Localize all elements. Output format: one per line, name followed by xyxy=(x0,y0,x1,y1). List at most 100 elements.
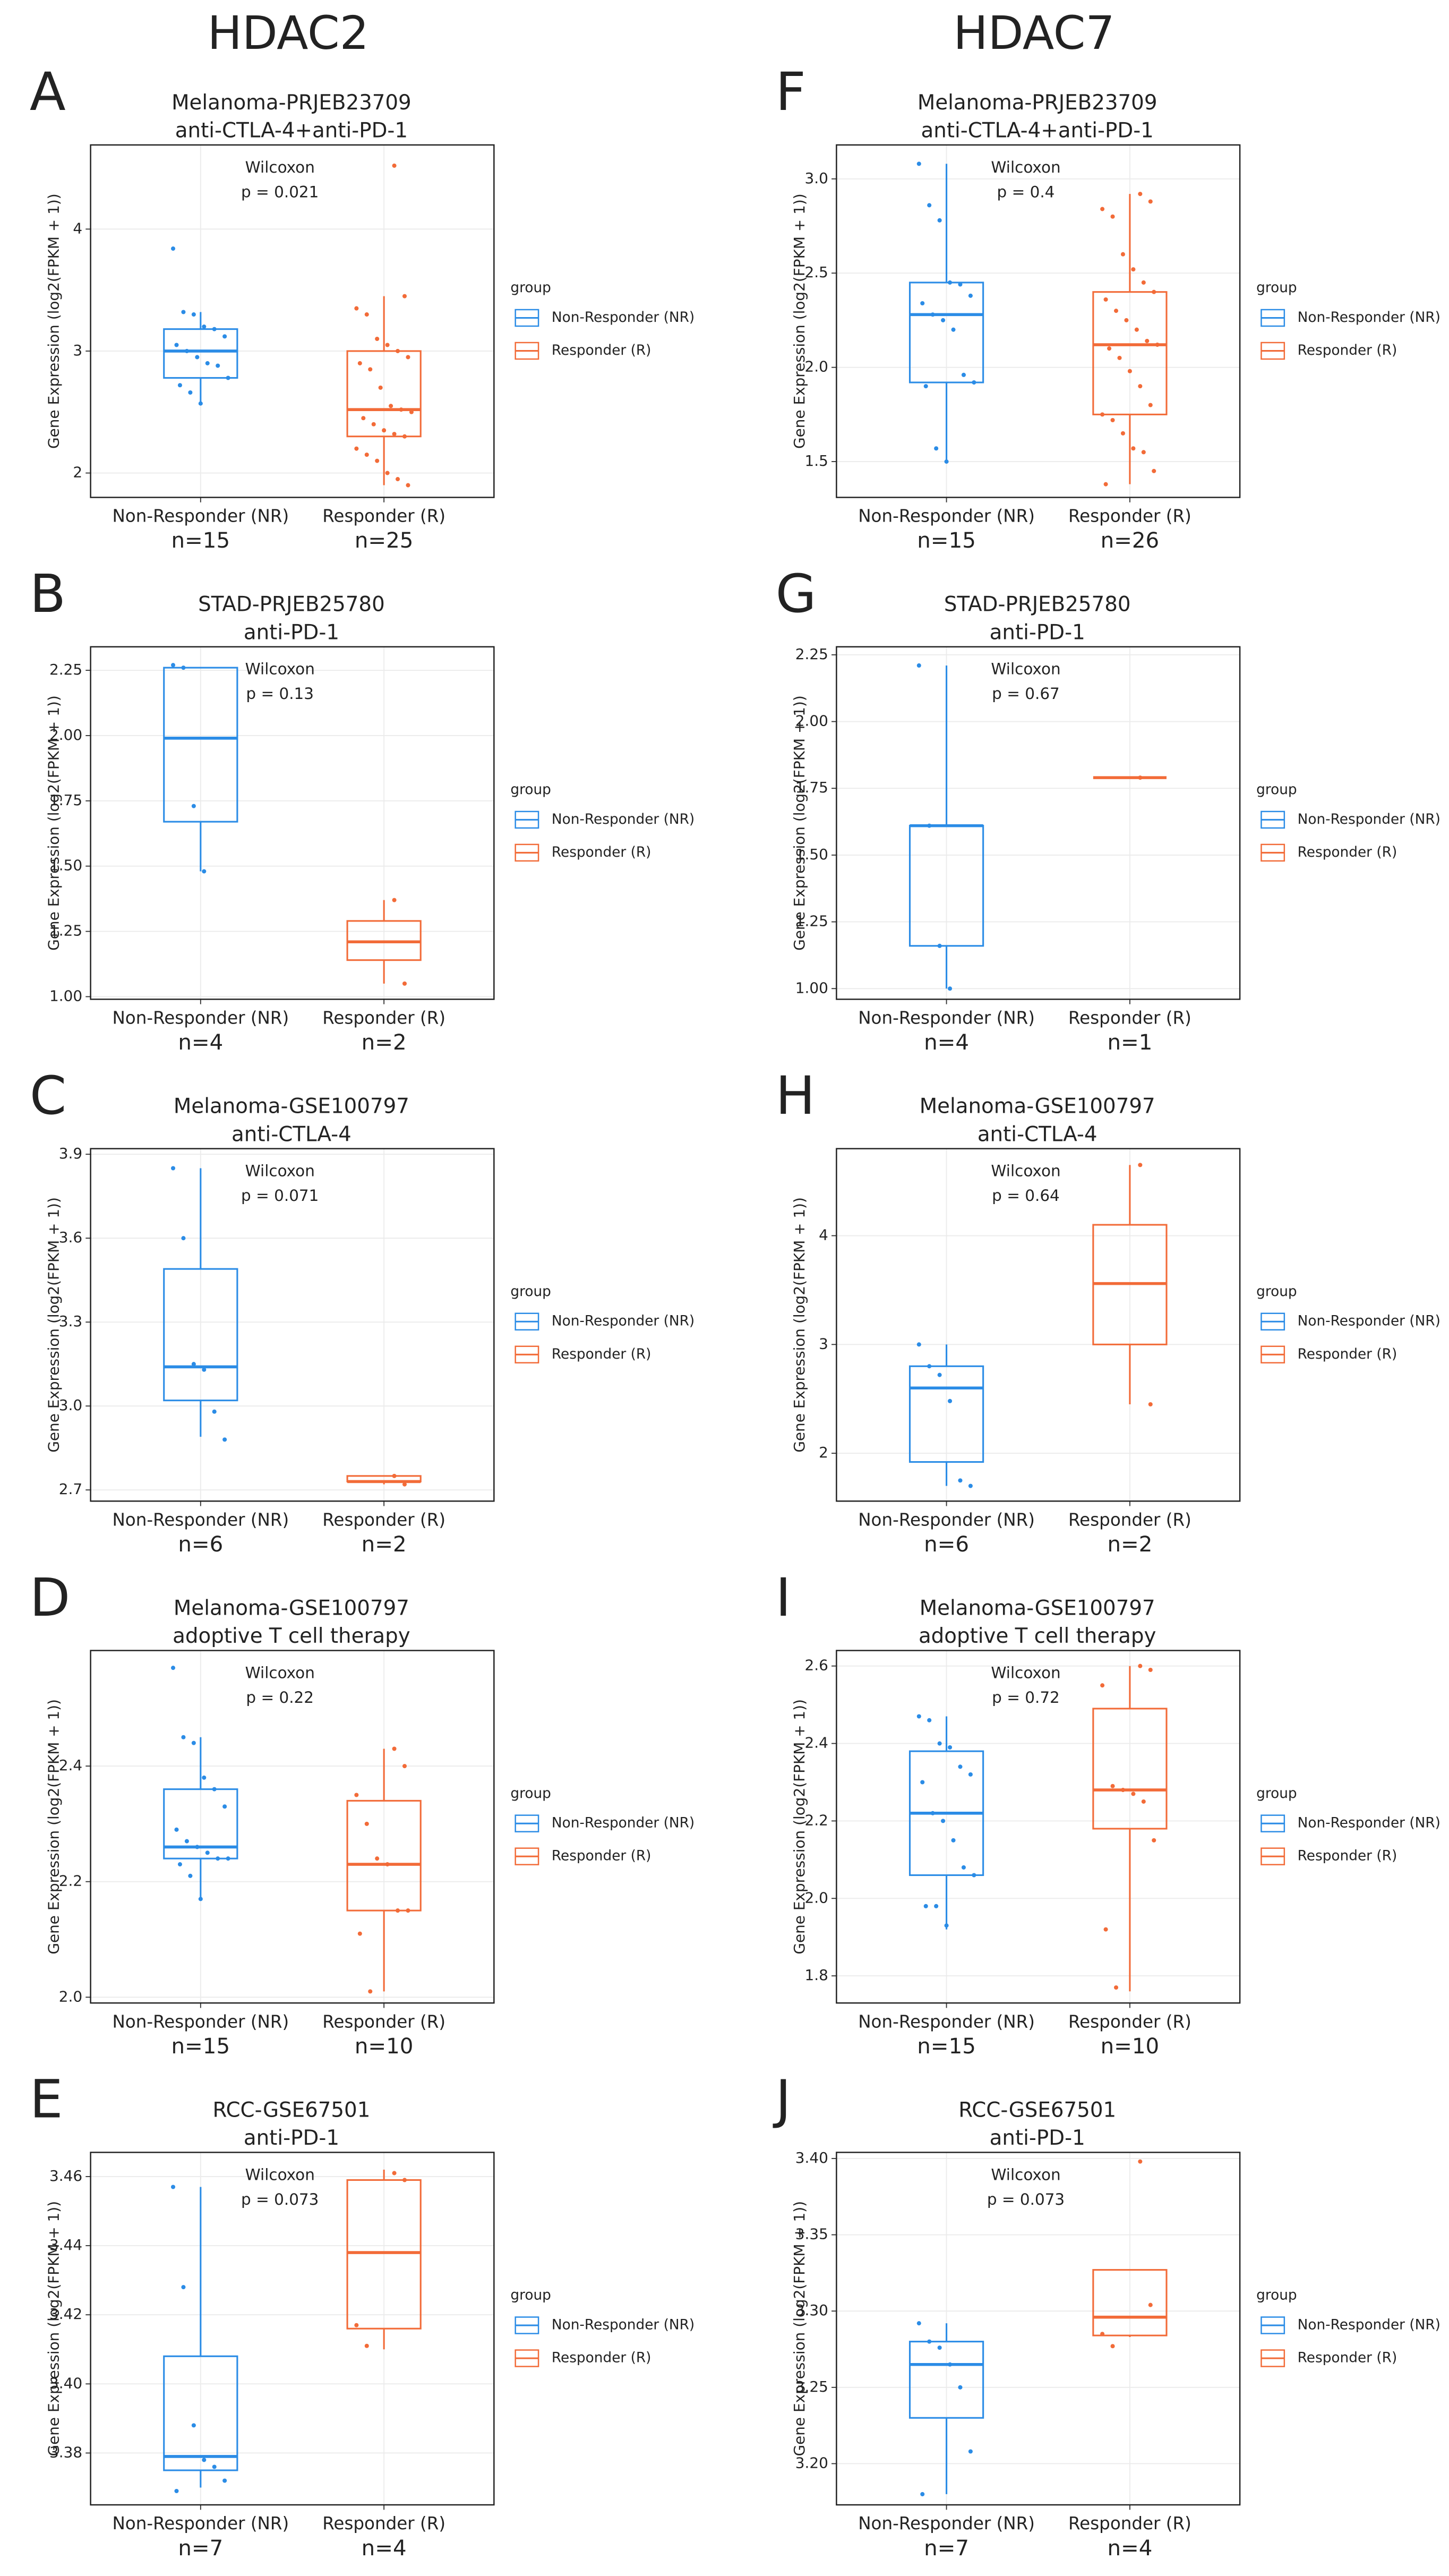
y-tick-label: 2.0 xyxy=(59,1988,82,2005)
data-point xyxy=(941,318,946,322)
data-point xyxy=(382,428,387,433)
data-point xyxy=(916,1342,921,1347)
y-tick-label: 3 xyxy=(73,342,82,359)
data-point xyxy=(406,1908,410,1913)
legend-label: Non-Responder (NR) xyxy=(552,1313,695,1329)
box xyxy=(163,667,238,823)
n-label: n=15 xyxy=(172,528,230,553)
data-point xyxy=(1110,1784,1115,1788)
y-axis-label: Gene Expression (log2(FPKM + 1)) xyxy=(791,193,808,449)
data-point xyxy=(1152,1838,1156,1843)
y-axis-label: Gene Expression (log2(FPKM + 1)) xyxy=(45,193,62,449)
annotation: Wilcoxon xyxy=(991,660,1060,678)
data-point xyxy=(1148,199,1153,204)
annotation: Wilcoxon xyxy=(245,2165,315,2183)
data-point xyxy=(937,2345,942,2350)
x-tick-label: Non-Responder (NR) xyxy=(112,1008,289,1028)
plot-border xyxy=(90,1650,495,2004)
y-tick-label: 3.0 xyxy=(805,169,828,187)
legend-label: Responder (R) xyxy=(1298,1346,1397,1362)
data-point xyxy=(181,1236,186,1241)
y-tick-label: 2 xyxy=(819,1444,828,1461)
data-point xyxy=(1110,214,1115,219)
legend-label: Non-Responder (NR) xyxy=(1298,2317,1441,2333)
legend-label: Non-Responder (NR) xyxy=(1298,1313,1441,1329)
panel: C Melanoma-GSE100797 anti-CTLA-4 2.7 3.0 3.3 3… xyxy=(30,1065,695,1557)
data-point xyxy=(1131,1792,1136,1796)
y-tick-label: 3.40 xyxy=(49,2374,82,2392)
legend-label: Responder (R) xyxy=(552,2350,651,2366)
y-tick-label: 1.25 xyxy=(795,912,828,930)
data-point xyxy=(1152,289,1156,294)
plot-background xyxy=(836,1148,1240,1502)
data-point xyxy=(361,416,366,421)
chart-title: STAD-PRJEB25780 xyxy=(198,593,385,617)
chart-subtitle: anti-PD-1 xyxy=(244,620,339,644)
data-point xyxy=(222,334,227,339)
data-point xyxy=(920,301,925,306)
column-header: HDAC7 xyxy=(953,6,1114,60)
data-point xyxy=(181,310,186,314)
n-label: n=6 xyxy=(924,1532,969,1557)
data-point xyxy=(927,203,932,208)
n-label: n=2 xyxy=(362,1030,407,1055)
data-point xyxy=(958,1764,963,1769)
legend-label: Responder (R) xyxy=(1298,343,1397,359)
n-label: n=4 xyxy=(362,2536,407,2561)
panel-letter: H xyxy=(776,1065,816,1127)
data-point xyxy=(1120,252,1125,257)
chart-title: RCC-GSE67501 xyxy=(212,2098,370,2122)
x-tick-label: Responder (R) xyxy=(322,1509,445,1530)
y-tick-label: 1.5 xyxy=(805,452,828,470)
annotation: p = 0.22 xyxy=(246,1688,314,1707)
data-point xyxy=(937,943,942,948)
data-point xyxy=(1152,468,1156,473)
data-point xyxy=(1134,327,1139,332)
y-tick-label: 2.2 xyxy=(805,1811,828,1829)
chart-title: RCC-GSE67501 xyxy=(958,2098,1116,2122)
y-tick-label: 2.00 xyxy=(49,726,82,744)
y-tick-label: 2.0 xyxy=(805,1889,828,1906)
data-point xyxy=(354,2323,359,2327)
box xyxy=(908,282,984,383)
legend-title: group xyxy=(510,2288,551,2304)
data-point xyxy=(392,432,397,437)
annotation: Wilcoxon xyxy=(245,1162,315,1180)
y-axis-label: Gene Expression (log2(FPKM + 1)) xyxy=(791,1699,808,1955)
y-tick-label: 3.42 xyxy=(49,2305,82,2323)
data-point xyxy=(1138,192,1143,197)
data-point xyxy=(364,312,369,317)
data-point xyxy=(191,2423,196,2428)
data-point xyxy=(1131,446,1136,451)
x-tick-label: Responder (R) xyxy=(1068,1509,1191,1530)
data-point xyxy=(1124,318,1129,322)
data-point xyxy=(937,1741,942,1746)
panel-letter: D xyxy=(30,1567,70,1628)
plot-background xyxy=(836,2152,1240,2505)
legend-label: Responder (R) xyxy=(552,343,651,359)
data-point xyxy=(1145,338,1150,343)
data-point xyxy=(354,1793,359,1797)
box xyxy=(163,2355,238,2471)
y-tick-label: 2.2 xyxy=(59,1872,82,1890)
y-axis-label: Gene Expression (log2(FPKM + 1)) xyxy=(45,1197,62,1453)
legend-label: Responder (R) xyxy=(552,845,651,860)
panel: E RCC-GSE67501 anti-PD-1 3.38 3.40 3.42 3.44 3.… xyxy=(30,2069,695,2561)
data-point xyxy=(195,355,200,360)
annotation: p = 0.4 xyxy=(997,183,1055,201)
y-tick-label: 3.44 xyxy=(49,2236,82,2254)
y-tick-label: 3.40 xyxy=(795,2149,828,2166)
legend-label: Non-Responder (NR) xyxy=(552,310,695,326)
chart-title: Melanoma-GSE100797 xyxy=(920,1597,1155,1620)
n-label: n=6 xyxy=(178,1532,223,1557)
data-point xyxy=(198,1897,203,1901)
x-tick-label: Non-Responder (NR) xyxy=(112,506,289,526)
x-tick-label: Non-Responder (NR) xyxy=(112,2011,289,2032)
data-point xyxy=(402,434,407,439)
data-point xyxy=(170,2185,176,2189)
n-label: n=10 xyxy=(355,2034,414,2059)
panel-letter: J xyxy=(773,2069,791,2130)
chart-title: Melanoma-GSE100797 xyxy=(920,1095,1155,1119)
n-label: n=10 xyxy=(1101,2034,1160,2059)
annotation: Wilcoxon xyxy=(991,2165,1060,2183)
